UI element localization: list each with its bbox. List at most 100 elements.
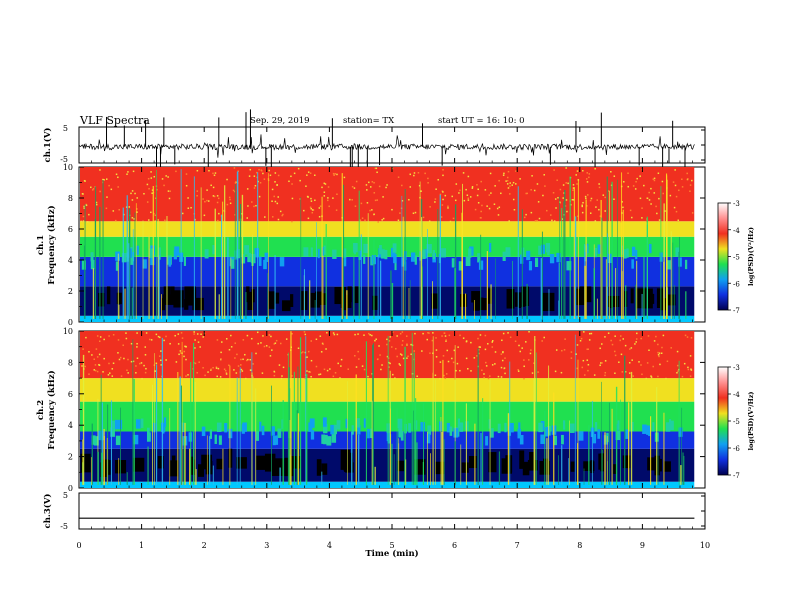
- spectrogram-speckle: [564, 338, 566, 340]
- spectrogram-speckle: [622, 338, 625, 340]
- spectrogram-fringe: [427, 425, 432, 435]
- spectrogram-speckle: [690, 337, 693, 339]
- waveform-line: [78, 134, 695, 158]
- spectrogram-fringe: [90, 252, 94, 262]
- spectrogram-speckle: [118, 208, 120, 211]
- spectrogram-speckle: [481, 204, 483, 207]
- spectrogram-speckle: [656, 212, 658, 215]
- spectrogram-speckle: [586, 172, 588, 174]
- spectrogram-speckle: [98, 353, 101, 356]
- spectrogram-dark-patch: [173, 290, 184, 308]
- spectrogram-speckle: [435, 356, 438, 358]
- spectrogram-speckle: [459, 334, 461, 337]
- spectrogram-speckle: [467, 197, 470, 200]
- spectrogram-fringe: [355, 418, 360, 428]
- spectrogram-speckle: [588, 176, 590, 179]
- spectrogram-speckle: [435, 188, 437, 190]
- spectrogram-fringe: [163, 417, 167, 427]
- spectrogram-speckle: [570, 351, 573, 353]
- spectrogram-speckle: [546, 209, 548, 212]
- spectrogram-fringe: [453, 428, 459, 438]
- spectrogram-speckle: [245, 377, 247, 380]
- spectrogram-speckle: [357, 350, 359, 353]
- spectrogram-speckle: [230, 334, 232, 337]
- ytick-label: 0: [68, 484, 73, 493]
- spectrogram-speckle: [112, 362, 115, 365]
- spectrogram-speckle: [641, 207, 643, 209]
- spectrogram-speckle: [127, 358, 129, 361]
- spectrogram-speckle: [483, 376, 485, 379]
- spectrogram-fringe: [392, 243, 397, 253]
- spectrogram-speckle: [628, 362, 631, 364]
- spectrogram-speckle: [600, 362, 602, 364]
- spectrogram-speckle: [291, 220, 293, 223]
- spectrogram-speckle: [412, 212, 415, 215]
- spectrogram-speckle: [323, 368, 326, 371]
- xtick-label: 7: [515, 541, 520, 550]
- spectrogram-speckle: [664, 210, 666, 212]
- spectrogram-speckle: [414, 332, 416, 335]
- spectrogram-dark-patch: [488, 452, 497, 473]
- spectrogram-speckle: [307, 171, 310, 173]
- spectrogram-fringe: [173, 250, 177, 260]
- spectrogram-speckle: [582, 170, 584, 172]
- spectrogram-dark-patch: [372, 295, 378, 310]
- spectrogram-fringe: [422, 249, 426, 260]
- spectrogram-speckle: [185, 345, 187, 348]
- spectrogram-speckle: [490, 192, 492, 194]
- spectrogram-speckle: [278, 364, 281, 366]
- spectrogram-speckle: [428, 220, 431, 222]
- spectrogram-speckle: [561, 218, 564, 220]
- ytick-label: 8: [68, 194, 73, 203]
- spectrogram-speckle: [95, 203, 98, 206]
- spectrogram-speckle: [590, 332, 593, 335]
- spectrogram-speckle: [215, 366, 218, 368]
- spectrogram-speckle: [163, 184, 165, 187]
- spectrogram-speckle: [106, 196, 108, 198]
- spectrogram-speckle: [277, 218, 280, 221]
- spectrogram-speckle: [271, 349, 273, 351]
- spectrogram-speckle: [632, 185, 635, 187]
- spectrogram-speckle: [533, 362, 535, 364]
- spectrogram-fringe: [420, 422, 425, 432]
- spectrogram-speckle: [446, 349, 449, 352]
- spectrogram-speckle: [323, 182, 326, 185]
- spectrogram-fringe: [518, 422, 521, 432]
- spectrogram-speckle: [255, 204, 257, 207]
- spectrogram-speckle: [629, 348, 631, 350]
- xtick-label: 8: [577, 541, 582, 550]
- spectrogram-speckle: [387, 357, 390, 359]
- spectrogram-speckle: [268, 334, 271, 336]
- spectrogram-speckle: [485, 365, 488, 367]
- spectrogram-dark-patch: [264, 453, 276, 472]
- spectrogram-speckle: [185, 173, 188, 175]
- spectrogram-speckle: [299, 179, 301, 182]
- spectrogram-speckle: [487, 377, 490, 380]
- spectrogram-speckle: [102, 178, 104, 181]
- spectrogram-speckle: [150, 171, 152, 173]
- ch1-waveform-panel: 5 -5 ch.1(V): [42, 109, 706, 173]
- spectrogram-speckle: [581, 366, 584, 369]
- spectrogram-speckle: [672, 181, 675, 183]
- spectrogram-speckle: [686, 336, 689, 338]
- spectrogram-speckle: [650, 376, 653, 378]
- spectrogram-speckle: [580, 337, 583, 340]
- spectrogram-speckle: [375, 338, 377, 341]
- spectrogram-no-data: [694, 332, 704, 487]
- spectrogram-speckle: [336, 333, 339, 336]
- spectrogram-dark-patch: [630, 288, 634, 304]
- spectrogram-speckle: [523, 377, 525, 380]
- spectrogram-speckle: [555, 207, 557, 209]
- spectrogram-speckle: [165, 175, 167, 177]
- spectrogram-fringe: [401, 257, 405, 267]
- spectrogram-fringe: [621, 245, 624, 255]
- spectrogram-speckle: [601, 362, 603, 364]
- spectrogram-dark-patch: [656, 288, 664, 308]
- spectrogram-speckle: [650, 203, 652, 205]
- ch1-spectrogram-yticks: 0 2 4 6 8 10: [63, 163, 705, 327]
- spectrogram-speckle: [437, 179, 439, 181]
- spectrogram-speckle: [414, 211, 417, 214]
- spectrogram-speckle: [406, 343, 408, 345]
- spectrogram-speckle: [452, 217, 455, 220]
- spectrogram-dark-patch: [198, 464, 205, 477]
